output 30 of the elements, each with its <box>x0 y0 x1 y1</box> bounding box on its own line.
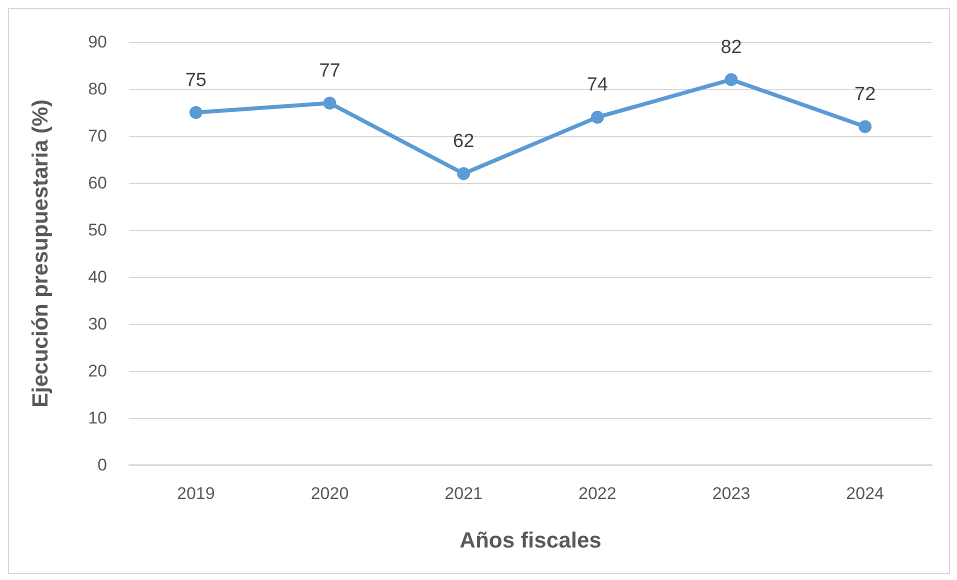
point <box>323 96 336 110</box>
y-tick-label: 0 <box>98 456 107 474</box>
data-label: 74 <box>586 74 608 96</box>
x-tick-label: 2019 <box>177 484 215 503</box>
y-tick-label: 80 <box>88 80 107 98</box>
x-tick-label: 2020 <box>310 484 349 503</box>
point <box>858 120 872 134</box>
x-tick-label: 2021 <box>444 484 482 503</box>
data-label: 82 <box>720 37 742 58</box>
x-tick-label: 2023 <box>712 484 750 503</box>
x-axis-title: Años fiscales <box>460 528 602 552</box>
y-tick-label: 60 <box>88 174 107 192</box>
data-label: 75 <box>185 70 206 91</box>
point <box>590 110 604 124</box>
x-tick-label: 2022 <box>578 484 616 503</box>
y-tick-label: 50 <box>88 220 107 240</box>
data-label: 77 <box>319 60 340 82</box>
y-tick-label: 40 <box>88 268 107 286</box>
point <box>457 167 470 180</box>
y-tick-label: 10 <box>88 408 107 428</box>
y-tick-label: 20 <box>88 362 107 380</box>
y-tick-label: 90 <box>88 32 107 52</box>
y-axis-title: Ejecución presupuestaria (%) <box>28 99 52 408</box>
point <box>724 73 738 86</box>
data-label: 62 <box>453 131 474 152</box>
y-tick-label: 30 <box>88 314 107 334</box>
x-tick-label: 2024 <box>846 484 884 503</box>
point <box>189 106 202 119</box>
y-tick-label: 70 <box>88 126 107 146</box>
data-label: 72 <box>854 84 876 106</box>
